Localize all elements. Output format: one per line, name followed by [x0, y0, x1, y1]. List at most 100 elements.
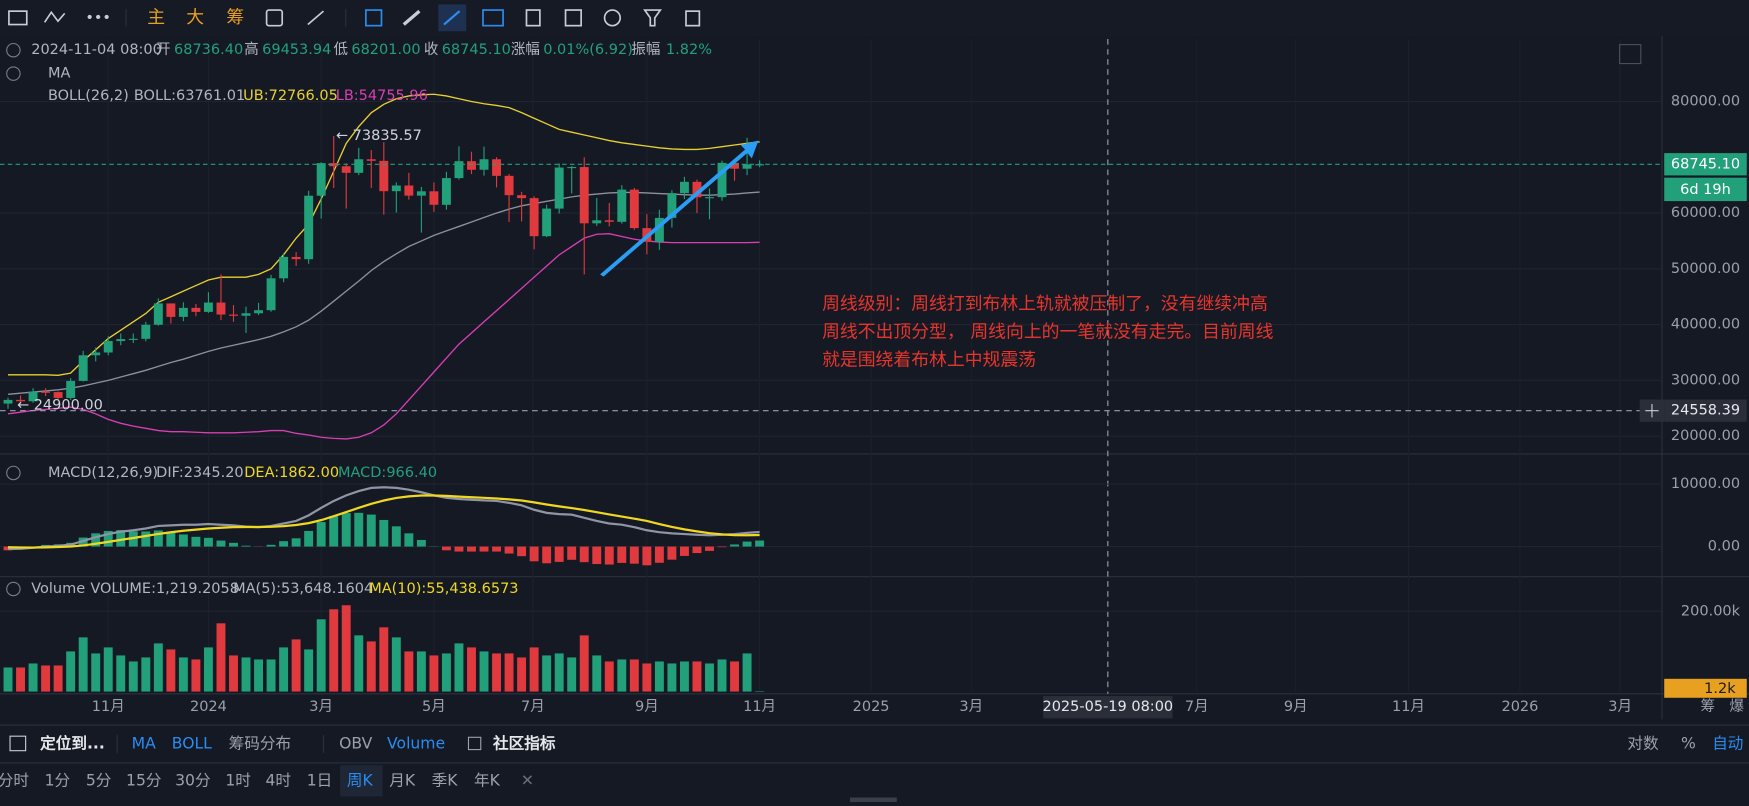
axis-corner[interactable]: 爆	[1729, 698, 1744, 715]
candle-body	[141, 325, 150, 339]
sub-indicator[interactable]: OBV	[339, 734, 373, 752]
legend-value: 69453.94	[262, 42, 331, 58]
ma-label[interactable]: MA	[48, 66, 71, 82]
candle-body	[542, 209, 551, 237]
legend-value: 68201.00	[351, 42, 420, 58]
period-tab[interactable]: 月K	[389, 771, 416, 789]
macd-bar	[492, 547, 501, 552]
candle-body	[592, 220, 601, 223]
macd-bar	[279, 541, 288, 546]
candle-body	[530, 198, 539, 236]
legend-value: 0.01%(6.92)	[543, 42, 633, 58]
toolbar: ••• 主 大 筹	[0, 0, 1749, 36]
volume-bar	[492, 653, 501, 691]
volume-bar	[29, 663, 38, 691]
candle-body	[429, 191, 438, 204]
locate-button[interactable]: 定位到...	[39, 733, 105, 752]
volume-bar	[242, 657, 251, 691]
legend-value: 1.82%	[666, 42, 712, 58]
volume-bar	[129, 661, 138, 691]
indicator[interactable]: MA	[132, 734, 156, 752]
candle-body	[467, 161, 476, 170]
legend-key: 高	[244, 41, 259, 58]
candle-body	[505, 176, 514, 195]
period-close[interactable]: ✕	[521, 771, 534, 789]
volume-bar	[555, 653, 564, 691]
candle-body	[4, 400, 13, 404]
period-tab[interactable]: 年K	[474, 771, 501, 789]
volume-bar	[655, 661, 664, 691]
candle-body	[104, 341, 113, 352]
candle-body	[129, 339, 138, 340]
volume-bar	[41, 665, 50, 691]
volume-bar	[116, 655, 125, 691]
period-tab[interactable]: 分时	[0, 771, 29, 789]
resize-handle[interactable]	[850, 798, 897, 802]
candle-body	[116, 339, 125, 341]
note-line: 就是围绕着布林上中规震荡	[822, 349, 1036, 370]
y-tick-label: 40000.00	[1671, 317, 1740, 333]
y-tick-label: 60000.00	[1671, 205, 1740, 221]
scale-option[interactable]: %	[1681, 734, 1696, 752]
volume-bar	[379, 627, 388, 691]
macd-bar	[367, 515, 376, 547]
volume-bar	[141, 657, 150, 691]
tool-main[interactable]: 主	[147, 7, 165, 28]
volume-bar	[367, 641, 376, 691]
period-tab[interactable]: 30分	[175, 771, 210, 789]
macd-bar	[630, 547, 639, 564]
axis-corner[interactable]: 筹	[1700, 698, 1715, 715]
macd-bar	[179, 534, 188, 546]
tool-big[interactable]: 大	[186, 7, 204, 28]
macd-dif: DIF:2345.20	[156, 465, 244, 481]
indicator[interactable]: 筹码分布	[229, 734, 291, 752]
candle-body	[204, 303, 213, 312]
macd-bar	[655, 547, 664, 563]
legend-key: 低	[334, 41, 349, 58]
period-tab[interactable]: 1日	[307, 771, 333, 789]
community-indicators[interactable]: 社区指标	[492, 733, 556, 752]
sub-indicator[interactable]: Volume	[387, 734, 445, 752]
volume-bar	[617, 659, 626, 691]
candle-body	[630, 190, 639, 228]
x-tick-label: 9月	[635, 699, 659, 715]
volume-bar	[642, 663, 651, 691]
more-icon[interactable]: •••	[85, 10, 111, 26]
boll-low: LB:54755.96	[336, 88, 428, 104]
volume-bar	[605, 661, 614, 691]
x-tick-label: 5月	[422, 699, 446, 715]
volume-bar	[630, 659, 639, 691]
period-tab[interactable]: 5分	[86, 771, 112, 789]
volume-ma10: MA(10):55,438.6573	[369, 581, 518, 597]
macd-bar	[304, 531, 313, 547]
period-tab[interactable]: 季K	[432, 771, 459, 789]
legend-key: 振幅	[631, 41, 660, 58]
candle-body	[354, 159, 363, 173]
tool-chips[interactable]: 筹	[226, 7, 244, 28]
candle-body	[404, 185, 413, 195]
volume-bar	[730, 661, 739, 691]
indicator[interactable]: BOLL	[172, 734, 212, 752]
candle-body	[217, 303, 226, 315]
period-tab[interactable]: 1时	[225, 771, 251, 789]
volume-bar	[392, 637, 401, 691]
period-tab[interactable]: 15分	[126, 771, 161, 789]
y-tick-label: 50000.00	[1671, 261, 1740, 277]
macd-bar	[442, 547, 451, 551]
crosshair-price: 24558.39	[1671, 403, 1740, 419]
period-tab[interactable]: 4时	[265, 771, 291, 789]
legend-key: 开	[156, 42, 170, 58]
volume-value: VOLUME:1,219.2058	[90, 581, 239, 597]
macd-bar	[267, 545, 276, 547]
scale-option[interactable]: 自动	[1712, 734, 1743, 752]
macd-bar	[555, 547, 564, 562]
period-tab[interactable]: 周K	[347, 771, 374, 789]
x-tick-label: 7月	[521, 699, 545, 715]
scale-option[interactable]: 对数	[1627, 734, 1659, 752]
volume-bar	[567, 657, 576, 691]
period-tab[interactable]: 1分	[45, 771, 71, 789]
macd-bar	[329, 516, 338, 547]
volume-bar	[279, 647, 288, 691]
macd-bar	[417, 540, 426, 547]
